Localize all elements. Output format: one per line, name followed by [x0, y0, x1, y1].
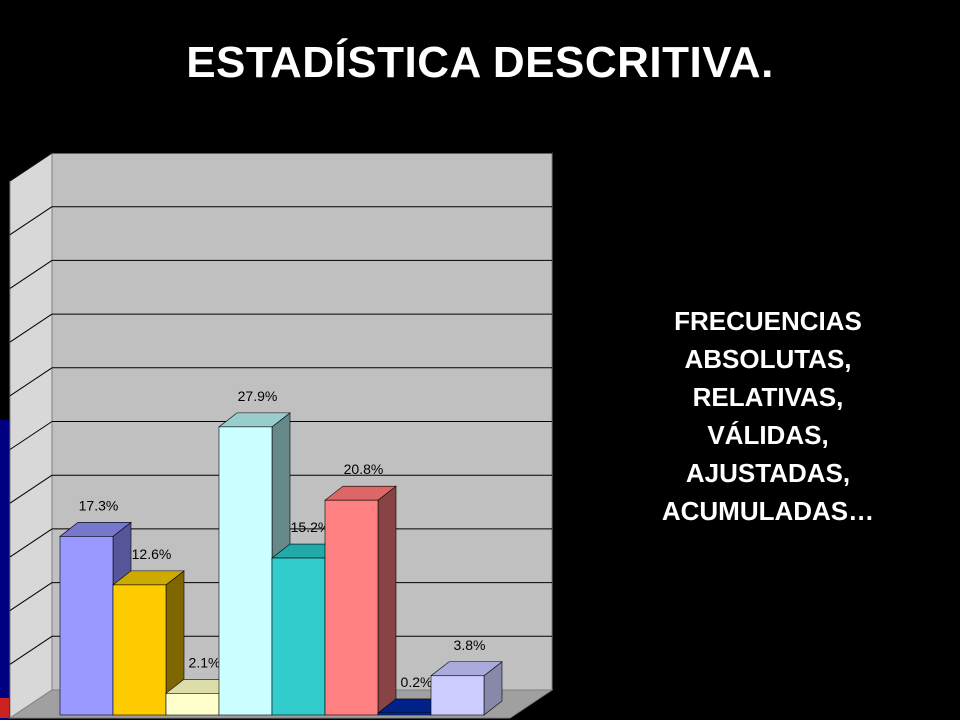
bar-1 — [59, 536, 114, 716]
slide-title: ESTADÍSTICA DESCRITIVA. — [186, 38, 774, 87]
gridline-side — [9, 313, 53, 343]
data-label-1: 17.3% — [79, 497, 119, 513]
gridline-side — [9, 421, 53, 450]
gridline-side — [9, 582, 53, 612]
side-text-line-4: VÁLIDAS, — [707, 420, 829, 450]
bar-8 — [430, 675, 485, 716]
bar-4 — [218, 426, 273, 716]
side-text-line-3: RELATIVAS, — [692, 382, 844, 412]
bar-3 — [165, 693, 220, 716]
data-label-5: 15.2% — [291, 519, 331, 535]
gridline-side — [9, 635, 53, 665]
side-text-line-5: AJUSTADAS, — [685, 458, 851, 488]
data-label-3: 2.1% — [189, 654, 221, 670]
bar-2 — [112, 584, 167, 716]
gridline-side — [9, 367, 53, 397]
side-text-line-1: FRECUENCIAS — [674, 306, 862, 336]
bar-6-side — [377, 485, 397, 716]
side-text-line-6: ACUMULADAS… — [661, 496, 875, 526]
data-label-7: 0.2% — [401, 674, 433, 690]
gridline-side — [9, 206, 53, 236]
gridline-side — [9, 152, 53, 182]
left-edge-strip — [0, 420, 9, 720]
data-label-2: 12.6% — [132, 546, 172, 562]
bar-6 — [324, 499, 379, 716]
gridline-side — [9, 259, 53, 289]
left-edge-mark — [0, 698, 9, 718]
frequencies-text: FRECUENCIAS ABSOLUTAS, RELATIVAS, VÁLIDA… — [618, 302, 918, 530]
gridline-side — [9, 474, 53, 504]
data-label-4: 27.9% — [238, 388, 278, 404]
side-text-line-2: ABSOLUTAS, — [684, 344, 852, 374]
bar-5 — [271, 557, 326, 716]
data-label-8: 3.8% — [454, 637, 486, 653]
bar-7 — [377, 712, 432, 716]
data-label-6: 20.8% — [344, 461, 384, 477]
gridline-side — [9, 528, 53, 558]
